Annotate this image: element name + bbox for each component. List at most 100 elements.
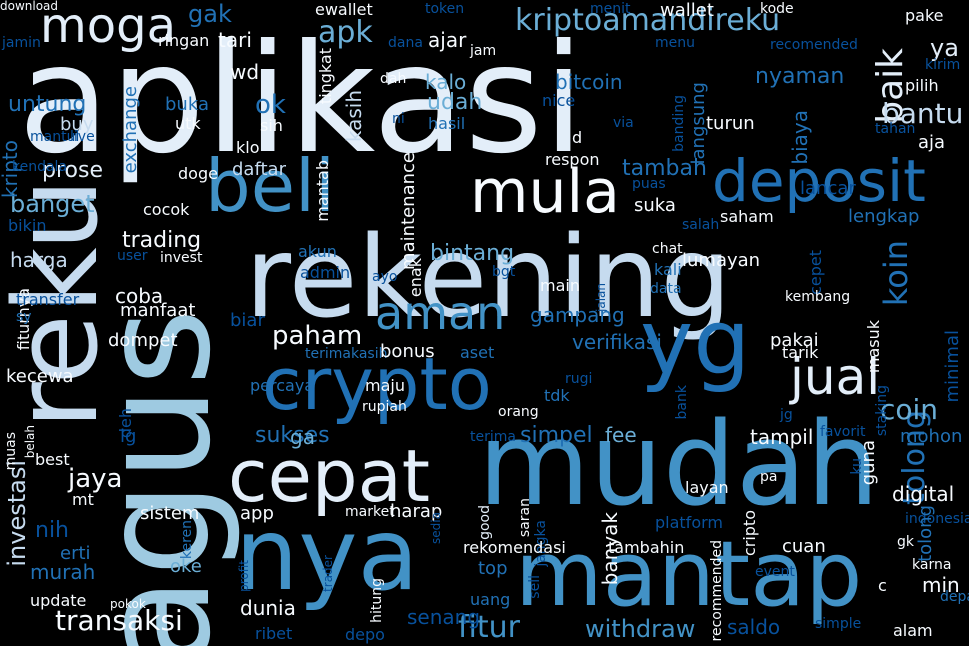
word-saham: saham <box>720 207 774 226</box>
word-wallet: wallet <box>660 0 714 21</box>
word-bonus: bonus <box>380 341 435 362</box>
word-cepat: cepat <box>228 434 430 518</box>
word-ayo: ayo <box>372 269 398 285</box>
word-minimal: minimal <box>942 330 963 403</box>
word-nice: nice <box>542 91 576 110</box>
word-koin: koin <box>877 240 915 307</box>
word-verifikasi: verifikasi <box>572 330 662 354</box>
word-banding: banding <box>671 95 687 152</box>
word-depo: depo <box>345 625 385 644</box>
word-terima: terima <box>470 429 516 445</box>
word-tampil: tampil <box>750 425 814 449</box>
word-ewallet: ewallet <box>315 0 373 19</box>
word-deposit: deposit <box>712 147 926 215</box>
word-puas: puas <box>632 176 666 192</box>
word-respon: respon <box>545 150 600 169</box>
word-tdk: tdk <box>544 386 570 405</box>
word-exchange: exchange <box>120 86 141 174</box>
word-kalo: kalo <box>425 70 467 94</box>
word-transaksi: transaksi <box>55 604 183 637</box>
word-simple: simple <box>815 616 862 632</box>
word-via: via <box>613 115 634 131</box>
word-min: min <box>922 573 960 597</box>
word-digital: digital <box>892 482 955 506</box>
word-mula: mula <box>470 157 620 227</box>
word-pakai: pakai <box>770 330 819 351</box>
word-cocok: cocok <box>143 200 190 219</box>
word-ya: ya <box>930 34 959 62</box>
word-aman: aman <box>375 286 506 340</box>
word-biaya: biaya <box>788 110 812 165</box>
word-bikin: bikin <box>8 216 47 235</box>
word-mantul: mantul <box>30 129 80 145</box>
word-aplikasi: aplikasi <box>18 13 585 187</box>
word-orang: orang <box>498 404 539 420</box>
word-bitcoin: bitcoin <box>555 70 623 94</box>
word-lancar: lancar <box>800 178 856 199</box>
word-lg: lg <box>120 426 137 447</box>
word-jaya: jaya <box>68 464 123 494</box>
word-main: main <box>540 276 580 295</box>
word-apk: apk <box>318 15 373 50</box>
word-indonesia: indonesia <box>905 511 969 527</box>
word-nih: nih <box>35 518 69 543</box>
word-bintang: bintang <box>430 241 515 266</box>
word-lumayan: lumayan <box>682 250 761 271</box>
word-keren: keren <box>179 520 195 560</box>
word-fitur: fitur <box>458 610 521 645</box>
word-tambah: tambah <box>622 156 707 181</box>
word-simpel: simpel <box>520 423 593 448</box>
word-senang: senang <box>407 605 481 629</box>
word-mantap: mantap <box>515 522 863 627</box>
word-ribet: ribet <box>255 624 293 643</box>
word-klo: klo <box>236 138 260 157</box>
word-cuan: cuan <box>782 536 826 557</box>
word-mantab: mantab <box>313 160 332 222</box>
word-investasi: investasi <box>3 460 31 567</box>
word-kirim: kirim <box>925 57 961 73</box>
word-profit: profit <box>237 560 251 592</box>
word-rugi: rugi <box>565 371 593 387</box>
word-recomended: recomended <box>770 37 858 53</box>
word-chat: chat <box>652 241 683 257</box>
word-favorit: favorit <box>820 424 866 440</box>
word-nya: nya <box>235 496 419 613</box>
word-pilih: pilih <box>905 76 939 95</box>
word-dompet: dompet <box>108 330 178 351</box>
word-crypto: crypto <box>262 342 492 426</box>
word-untung: untung <box>8 92 87 117</box>
word-banget: banget <box>10 190 95 218</box>
word-trader: trader <box>321 555 335 592</box>
word-daftar: daftar <box>232 159 286 180</box>
word-mt: mt <box>72 490 94 509</box>
word-jg: jg <box>780 407 793 423</box>
word-harga: harga <box>10 248 68 272</box>
word-live: live <box>70 129 95 145</box>
word-kecewa: kecewa <box>6 366 74 387</box>
word-data: data <box>650 281 682 297</box>
word-layan: layan <box>685 478 729 497</box>
word-aja: aja <box>918 132 946 153</box>
word-kasih: kasih <box>342 90 366 143</box>
word-fee: fee <box>605 423 637 447</box>
word-bank: bank <box>674 385 690 420</box>
word-rekening: rekening <box>245 213 732 343</box>
word-enak: enak <box>406 258 425 298</box>
word-dunia: dunia <box>240 596 296 620</box>
word-download: download <box>0 0 59 13</box>
word-masuk: masuk <box>864 320 883 374</box>
word-ga: ga <box>290 425 315 449</box>
word-event: event <box>755 564 795 580</box>
word-rupiah: rupiah <box>362 399 407 415</box>
word-wd: wd <box>230 60 260 84</box>
word-buka: buka <box>165 94 209 115</box>
word-dana: dana <box>388 35 423 51</box>
word-paham: paham <box>272 321 363 351</box>
word-admin: admin <box>300 263 351 282</box>
word-mohon: mohon <box>900 426 963 447</box>
word-tambahin: tambahin <box>608 538 685 557</box>
word-kali: kali <box>654 260 682 279</box>
word-ku: ku <box>849 458 865 475</box>
word-tolong: tolong <box>915 505 936 562</box>
